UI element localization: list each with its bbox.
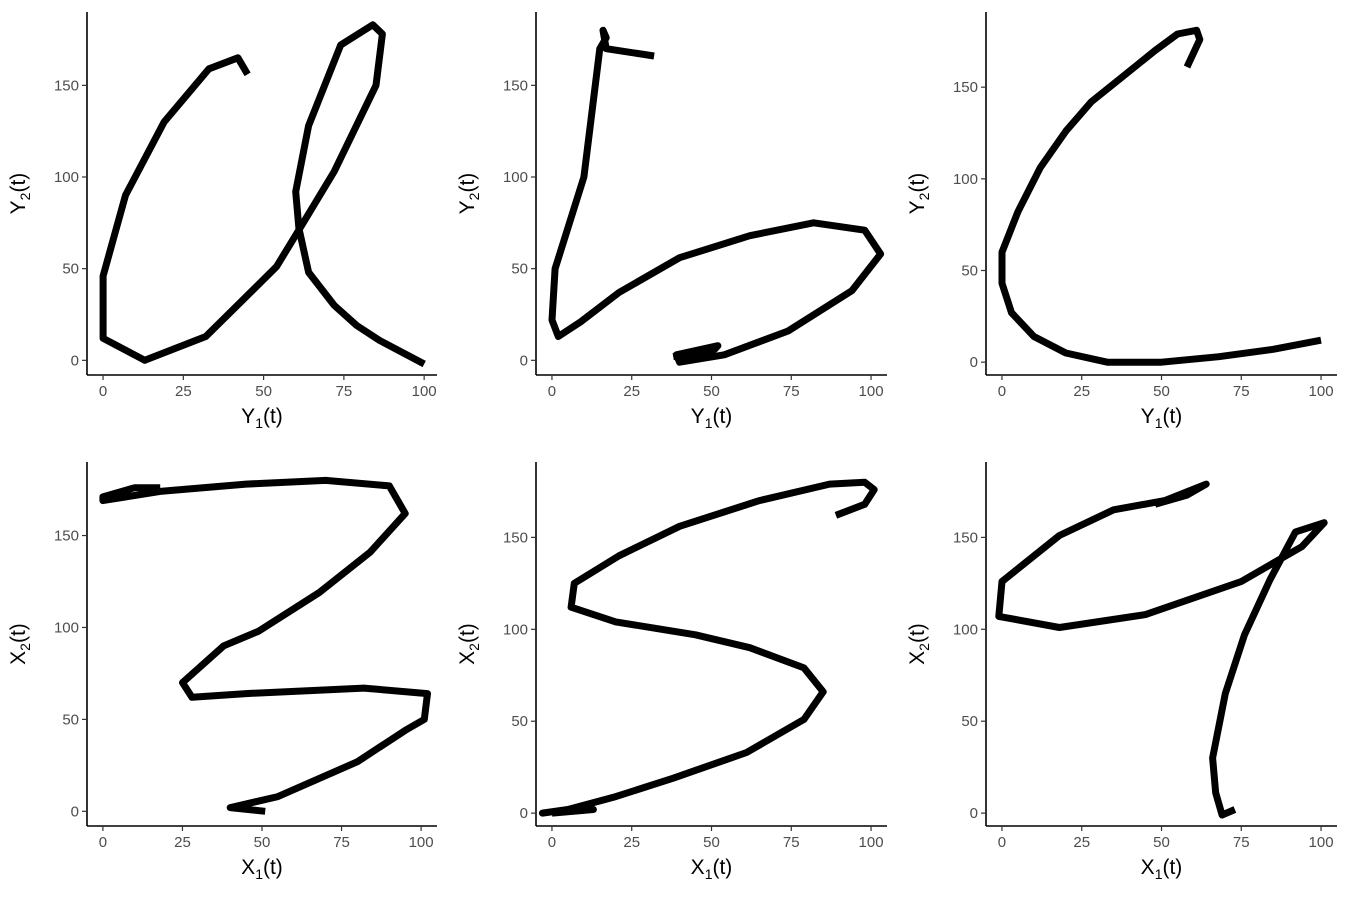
x-tick-label: 25 bbox=[1073, 383, 1090, 400]
trajectory-line bbox=[998, 26, 1322, 366]
y-tick-label: 50 bbox=[511, 713, 528, 730]
x-tick-label: 0 bbox=[548, 834, 556, 851]
y-tick-label: 150 bbox=[503, 529, 528, 546]
y-tick-label: 100 bbox=[54, 619, 79, 636]
y-axis-title: Y2(t) bbox=[7, 173, 33, 215]
y-tick-label: 150 bbox=[54, 77, 79, 94]
x-tick-label: 75 bbox=[783, 383, 800, 400]
x-tick-label: 100 bbox=[409, 834, 434, 851]
y-tick-label: 0 bbox=[71, 803, 79, 820]
x-tick-label: 0 bbox=[548, 383, 556, 400]
y-axis-title: X2(t) bbox=[456, 623, 482, 665]
x-tick-label: 75 bbox=[336, 383, 353, 400]
x-tick-label: 75 bbox=[333, 834, 350, 851]
y-tick-label: 0 bbox=[71, 352, 79, 369]
y-tick-label: 50 bbox=[961, 713, 978, 730]
x-tick-label: 100 bbox=[1309, 383, 1334, 400]
x-tick-label: 0 bbox=[99, 834, 107, 851]
x-tick-label: 50 bbox=[1153, 383, 1170, 400]
y-tick-label: 0 bbox=[970, 805, 978, 822]
trajectory-line bbox=[99, 21, 426, 368]
chart-panel-4: 0 25 50 75 100 0 50 100 150 X1(t) X2(t) bbox=[7, 462, 437, 882]
x-axis-title: X1(t) bbox=[241, 856, 283, 882]
trajectory-line bbox=[99, 476, 431, 815]
y-axis-title: X2(t) bbox=[906, 623, 932, 665]
x-tick-label: 0 bbox=[99, 383, 107, 400]
x-tick-label: 50 bbox=[255, 383, 272, 400]
x-axis-title: X1(t) bbox=[1141, 856, 1183, 882]
y-tick-label: 50 bbox=[62, 711, 79, 728]
y-axis-title: Y2(t) bbox=[456, 173, 482, 215]
y-tick-label: 100 bbox=[953, 621, 978, 638]
y-axis-title: X2(t) bbox=[7, 623, 33, 665]
y-tick-label: 100 bbox=[503, 169, 528, 186]
x-tick-label: 100 bbox=[1309, 834, 1334, 851]
x-tick-label: 25 bbox=[623, 383, 640, 400]
y-tick-label: 50 bbox=[961, 263, 978, 280]
trajectory-line bbox=[538, 478, 878, 817]
x-tick-label: 25 bbox=[1073, 834, 1090, 851]
trajectory-line bbox=[548, 26, 885, 366]
y-tick-label: 150 bbox=[54, 528, 79, 545]
y-axis-title: Y2(t) bbox=[906, 173, 932, 215]
x-tick-label: 25 bbox=[623, 834, 640, 851]
y-tick-label: 150 bbox=[953, 79, 978, 96]
x-axis-title: Y1(t) bbox=[691, 405, 733, 431]
x-axis-title: Y1(t) bbox=[241, 405, 283, 431]
chart-panel-5: 0 25 50 75 100 0 50 100 150 X1(t) X2(t) bbox=[456, 462, 887, 882]
chart-panel-1: 0 25 50 75 100 0 50 100 150 Y1(t) Y2(t) bbox=[7, 12, 437, 431]
x-tick-label: 100 bbox=[859, 834, 884, 851]
y-tick-label: 150 bbox=[503, 77, 528, 94]
y-tick-label: 0 bbox=[520, 352, 528, 369]
x-tick-label: 50 bbox=[703, 383, 720, 400]
x-tick-label: 75 bbox=[1233, 383, 1250, 400]
x-tick-label: 25 bbox=[175, 383, 192, 400]
x-tick-label: 25 bbox=[174, 834, 191, 851]
y-tick-label: 150 bbox=[953, 529, 978, 546]
y-tick-label: 50 bbox=[62, 261, 79, 278]
chart-panel-6: 0 25 50 75 100 0 50 100 150 X1(t) X2(t) bbox=[906, 462, 1337, 882]
y-tick-label: 0 bbox=[520, 805, 528, 822]
chart-panel-3: 0 25 50 75 100 0 50 100 150 Y1(t) Y2(t) bbox=[906, 12, 1337, 431]
y-tick-label: 50 bbox=[511, 261, 528, 278]
trajectory-line bbox=[995, 480, 1328, 819]
x-tick-label: 75 bbox=[1233, 834, 1250, 851]
y-tick-label: 100 bbox=[953, 171, 978, 188]
y-tick-label: 100 bbox=[54, 169, 79, 186]
y-tick-label: 0 bbox=[970, 354, 978, 371]
x-axis-title: Y1(t) bbox=[1141, 405, 1183, 431]
x-axis-title: X1(t) bbox=[691, 856, 733, 882]
chart-panel-2: 0 25 50 75 100 0 50 100 150 Y1(t) Y2(t) bbox=[456, 12, 887, 431]
y-tick-label: 100 bbox=[503, 621, 528, 638]
x-tick-label: 50 bbox=[703, 834, 720, 851]
x-tick-label: 0 bbox=[998, 383, 1006, 400]
x-tick-label: 100 bbox=[412, 383, 437, 400]
x-tick-label: 50 bbox=[254, 834, 271, 851]
x-tick-label: 100 bbox=[859, 383, 884, 400]
x-tick-label: 75 bbox=[783, 834, 800, 851]
x-tick-label: 50 bbox=[1153, 834, 1170, 851]
x-tick-label: 0 bbox=[998, 834, 1006, 851]
